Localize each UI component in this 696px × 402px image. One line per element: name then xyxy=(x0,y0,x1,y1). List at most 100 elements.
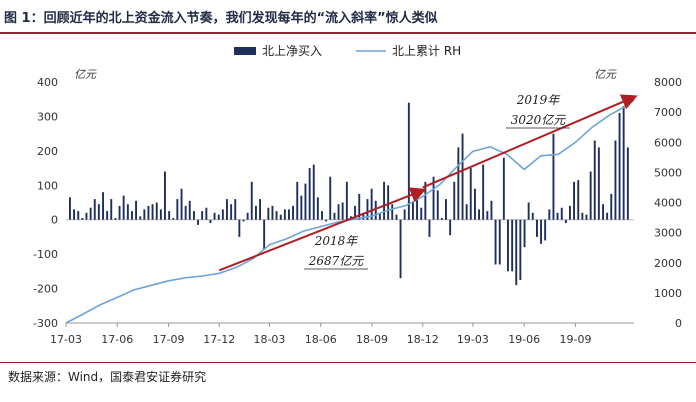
net-buy-bar xyxy=(366,199,369,220)
net-buy-bar xyxy=(556,212,559,220)
net-buy-bar xyxy=(147,205,150,220)
net-buy-bar xyxy=(569,205,571,220)
net-buy-bar xyxy=(585,214,588,220)
net-buy-bar xyxy=(428,219,431,237)
net-buy-bar xyxy=(143,209,146,220)
legend: 北上净买入 北上累计 RH xyxy=(234,44,461,58)
net-buy-bar xyxy=(597,147,600,220)
net-buy-bar xyxy=(300,195,303,220)
net-buy-bar xyxy=(432,176,435,220)
net-buy-bar xyxy=(399,219,402,279)
net-buy-bar xyxy=(461,133,464,220)
net-buy-bar xyxy=(465,204,468,220)
net-buy-bar xyxy=(159,209,162,220)
left-tick-label: 0 xyxy=(51,214,58,227)
net-buy-bar xyxy=(259,199,261,220)
left-tick-label: 400 xyxy=(37,76,58,89)
net-buy-bar xyxy=(577,180,580,220)
net-buy-bar xyxy=(139,216,142,220)
net-buy-bar xyxy=(445,199,447,220)
right-unit-label: 亿元 xyxy=(594,68,617,81)
right-tick-label: 1000 xyxy=(654,287,682,300)
net-buy-bar xyxy=(213,212,216,220)
right-tick-label: 7000 xyxy=(654,106,682,119)
net-buy-bar xyxy=(416,193,418,220)
net-buy-bar xyxy=(544,219,547,241)
net-buy-bar xyxy=(626,147,629,220)
net-buy-bar xyxy=(85,212,88,220)
net-buy-bar xyxy=(536,219,538,237)
trend-arrow-2 xyxy=(422,94,638,189)
net-buy-bar xyxy=(155,202,158,220)
net-buy-bar xyxy=(482,164,485,220)
net-buy-bar xyxy=(325,219,328,222)
net-buy-bar xyxy=(151,204,154,220)
left-tick-label: -100 xyxy=(33,248,58,261)
net-buy-bar xyxy=(193,211,195,220)
net-buy-bar xyxy=(226,199,228,220)
net-buy-bar xyxy=(172,218,175,220)
bar-series xyxy=(69,102,629,286)
x-tick-label: 19-06 xyxy=(508,333,540,346)
net-buy-bar xyxy=(383,181,385,220)
cumulative-line xyxy=(65,99,635,324)
net-buy-bar xyxy=(201,211,204,220)
figure-title: 图 1：回顾近年的北上资金流入节奏，我们发现每年的“流入斜率”惊人类似 xyxy=(4,10,438,26)
net-buy-bar xyxy=(316,197,319,220)
net-buy-bar xyxy=(122,195,125,220)
net-buy-bar xyxy=(221,209,224,220)
net-buy-bar xyxy=(238,219,241,237)
net-buy-bar xyxy=(387,185,390,220)
net-buy-bar xyxy=(527,202,530,220)
x-tick-label: 18-12 xyxy=(407,333,439,346)
x-tick-label: 17-03 xyxy=(50,333,82,346)
net-buy-bar xyxy=(69,197,71,220)
net-buy-bar xyxy=(89,207,92,220)
net-buy-bar xyxy=(230,204,233,220)
net-buy-bar xyxy=(296,181,299,220)
net-buy-bar xyxy=(275,211,278,220)
net-buy-bar xyxy=(292,205,294,220)
net-buy-bar xyxy=(564,219,567,224)
annotations: 2018年 2687亿元 2019年 3020亿元 xyxy=(304,93,570,270)
net-buy-bar xyxy=(610,193,613,220)
net-buy-bar xyxy=(184,205,187,220)
net-buy-bar xyxy=(250,181,253,220)
net-buy-bar xyxy=(358,193,361,220)
net-buy-bar xyxy=(552,133,555,220)
left-tick-label: 300 xyxy=(37,110,58,123)
net-buy-bar xyxy=(602,204,604,220)
right-tick-label: 3000 xyxy=(654,227,682,240)
right-tick-label: 5000 xyxy=(654,166,682,179)
annotation-2018-value: 2687亿元 xyxy=(308,254,365,268)
right-tick-label: 4000 xyxy=(654,197,682,210)
x-tick-label: 18-03 xyxy=(253,333,285,346)
left-unit-label: 亿元 xyxy=(74,68,97,81)
footer-rule xyxy=(0,362,696,363)
net-buy-bar xyxy=(507,219,509,272)
net-buy-bar xyxy=(593,140,596,220)
net-buy-bar xyxy=(188,200,191,220)
trend-arrow-1 xyxy=(218,187,427,272)
left-tick-label: -200 xyxy=(33,283,58,296)
net-buy-bar xyxy=(255,205,257,220)
net-buy-bar xyxy=(374,200,377,220)
net-buy-bar xyxy=(118,205,121,220)
net-buy-bar xyxy=(97,204,100,220)
net-buy-bar xyxy=(469,168,472,220)
left-tick-label: -300 xyxy=(33,317,58,330)
trend-arrows xyxy=(218,94,638,272)
net-buy-bar xyxy=(378,212,381,220)
net-buy-bar xyxy=(77,211,80,220)
source-note: 数据来源：Wind，国泰君安证券研究 xyxy=(8,370,207,384)
net-buy-bar xyxy=(519,219,522,280)
net-buy-bar xyxy=(498,219,501,265)
chart-svg: 北上净买入 北上累计 RH -300-200-100010020030040001… xyxy=(33,44,682,346)
net-buy-bar xyxy=(548,209,551,220)
net-buy-bar xyxy=(242,219,245,222)
annotation-2018-year: 2018年 xyxy=(314,234,360,248)
right-tick-label: 6000 xyxy=(654,136,682,149)
x-tick-label: 17-09 xyxy=(153,333,185,346)
net-buy-bar xyxy=(540,219,542,244)
x-tick-label: 17-12 xyxy=(203,333,235,346)
